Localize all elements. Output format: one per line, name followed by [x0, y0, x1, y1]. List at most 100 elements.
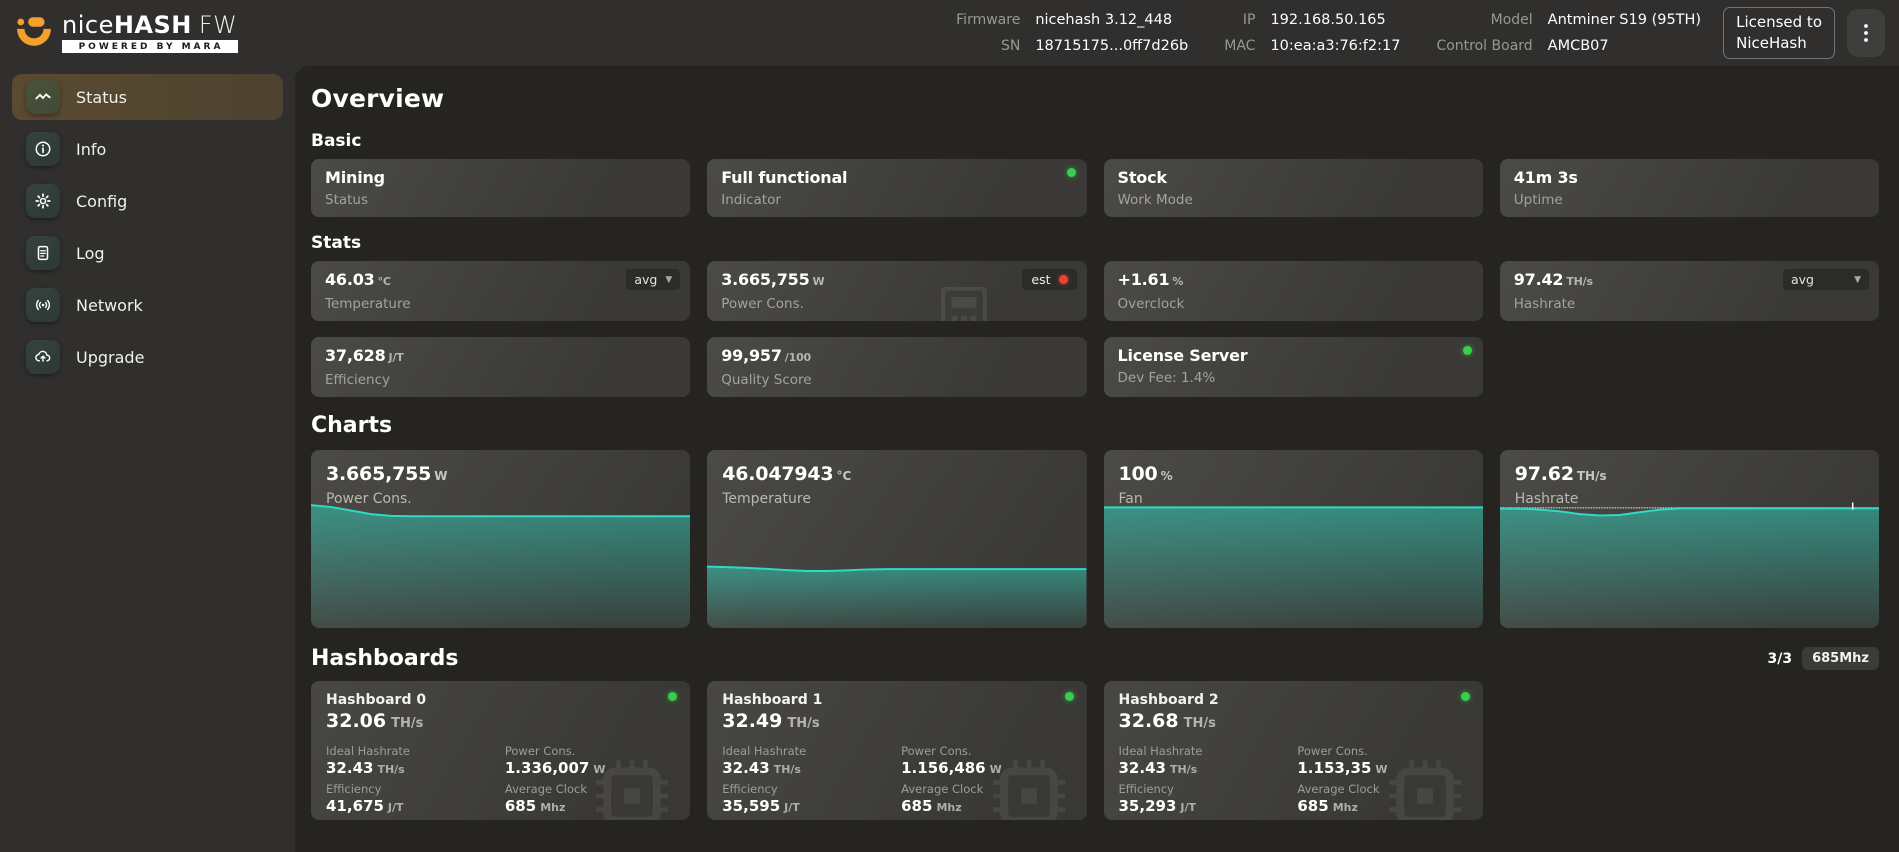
temperature-unit: °C [377, 275, 391, 288]
power-cons-unit: W [989, 763, 1002, 776]
licensed-to-line1: Licensed to [1736, 13, 1822, 31]
average-clock-value: 685 [504, 797, 537, 815]
fan-chart-card: 100% Fan [1103, 450, 1483, 628]
green-status-dot [668, 692, 678, 701]
efficiency-label: Efficiency [722, 782, 778, 796]
fan-chart [1103, 450, 1483, 628]
gear-icon [26, 184, 60, 218]
sn-label: SN [1000, 38, 1021, 54]
hashrate-card: avg ▼ 97.42 TH/s Hashrate [1499, 261, 1879, 321]
ideal-hashrate-unit: TH/s [377, 763, 405, 776]
chart-temp-label: Temperature [722, 491, 811, 507]
hashboard-1-card: Hashboard 1 32.49 TH/s Ideal Hashrate 32.… [707, 681, 1087, 820]
power-cons-value: 1.153,35 [1297, 759, 1372, 777]
quality-score-value: 99,957 [721, 346, 782, 365]
ideal-hashrate-value: 32.43 [722, 759, 770, 777]
efficiency-unit: J/T [387, 801, 404, 814]
efficiency-label: Efficiency [1118, 782, 1174, 796]
hashboards-header: Hashboards 3/3 685Mhz [311, 646, 1879, 671]
status-card: Mining Status [311, 159, 691, 217]
hashboard-title: Hashboard 2 [1118, 692, 1219, 708]
power-cons-chart-card: 3.665,755 W Power Cons. [311, 450, 691, 628]
hashboard-title: Hashboard 0 [326, 692, 427, 708]
efficiency-value: 35,595 [722, 797, 781, 815]
indicator-value: Full functional [721, 168, 848, 187]
average-clock-label: Average Clock [901, 782, 984, 796]
hashboard-hashrate-unit: TH/s [1183, 716, 1216, 731]
temperature-value: 46.03 [325, 270, 375, 289]
hashboard-hashrate: 32.06 [326, 710, 387, 732]
hashboard-hashrate-unit: TH/s [787, 716, 820, 731]
hashboard-hashrate: 32.49 [722, 710, 783, 732]
chevron-down-icon: ▼ [1854, 274, 1861, 285]
firmware-sn-group: Firmware nicehash 3.12_448 SN 18715175..… [956, 12, 1188, 54]
kebab-menu-button[interactable] [1847, 9, 1885, 57]
temperature-avg-dropdown[interactable]: avg ▼ [626, 269, 681, 290]
hashboard-title: Hashboard 1 [722, 692, 823, 708]
sidebar-item-upgrade[interactable]: Upgrade [12, 334, 283, 380]
chart-temp-value: 46.047943 [722, 463, 834, 485]
dev-fee-label: Dev Fee: 1.4% [1117, 370, 1216, 386]
chart-power-label: Power Cons. [326, 491, 412, 507]
hashboard-hashrate: 32.68 [1118, 710, 1179, 732]
sidebar-item-network[interactable]: Network [12, 282, 283, 328]
chart-temp-unit: °C [836, 469, 852, 483]
license-server-card: License Server Dev Fee: 1.4% [1103, 337, 1483, 397]
brand-fw: FW [198, 11, 238, 39]
red-status-dot [1058, 275, 1068, 284]
stats-row-1: avg ▼ 46.03 °C Temperature est 3.665,755 W… [311, 261, 1879, 321]
sidebar: Status Info Config Log Network [0, 66, 295, 852]
network-icon [26, 288, 60, 322]
ip-value: 192.168.50.165 [1270, 12, 1386, 28]
green-status-dot [1460, 692, 1470, 701]
model-label: Model [1490, 12, 1533, 28]
chip-icon [992, 760, 1065, 820]
control-board-label: Control Board [1436, 38, 1533, 54]
sidebar-item-label: Upgrade [76, 347, 145, 367]
firmware-label: Firmware [956, 12, 1021, 28]
sidebar-item-config[interactable]: Config [12, 178, 283, 224]
power-cons-value: 3.665,755 [721, 270, 810, 289]
hashrate-unit: TH/s [1566, 275, 1593, 288]
efficiency-value: 37,628 [325, 346, 386, 365]
ideal-hashrate-label: Ideal Hashrate [1118, 744, 1203, 758]
sidebar-item-label: Info [76, 139, 107, 159]
average-clock-value: 685 [901, 797, 933, 815]
efficiency-unit: J/T [1180, 801, 1197, 814]
efficiency-value: 41,675 [326, 797, 384, 815]
sidebar-item-status[interactable]: Status [12, 74, 283, 120]
hashrate-chart [1499, 450, 1879, 628]
hashrate-avg-dropdown[interactable]: avg ▼ [1783, 269, 1869, 290]
hashrate-chart-card: 97.62 TH/s Hashrate [1499, 450, 1879, 628]
chart-fan-label: Fan [1118, 491, 1143, 507]
hashrate-value: 97.42 [1513, 270, 1564, 289]
power-cons-card: est 3.665,755 W Power Cons. [707, 261, 1087, 321]
hashboard-2-card: Hashboard 2 32.68 TH/s Ideal Hashrate 32.… [1103, 681, 1483, 820]
hashrate-label: Hashrate [1513, 296, 1576, 312]
average-clock-value: 685 [1297, 797, 1329, 815]
ideal-hashrate-label: Ideal Hashrate [326, 744, 410, 758]
est-badge: est [1022, 269, 1077, 290]
power-cons-unit: W [1375, 763, 1388, 776]
sidebar-item-log[interactable]: Log [12, 230, 283, 276]
uptime-card: 41m 3s Uptime [1499, 159, 1879, 217]
ideal-hashrate-value: 32.43 [326, 759, 374, 777]
sn-value: 18715175...0ff7d26b [1035, 38, 1189, 54]
average-clock-unit: Mhz [540, 801, 566, 814]
brand-hash: HASH [113, 11, 192, 39]
hashboard-hashrate-unit: TH/s [391, 716, 424, 731]
green-status-dot [1066, 168, 1076, 177]
hashboards-heading: Hashboards [311, 646, 459, 671]
hashboards-row: Hashboard 0 32.06 TH/s Ideal Hashrate 32.… [311, 681, 1879, 820]
charts-row: 3.665,755 W Power Cons. 46.047943 °C Tempe… [311, 450, 1879, 628]
activity-icon [26, 80, 60, 114]
hashboards-count: 3/3 [1767, 650, 1793, 667]
sidebar-item-info[interactable]: Info [12, 126, 283, 172]
efficiency-card: 37,628 J/T Efficiency [311, 337, 691, 397]
power-cons-label: Power Cons. [1297, 744, 1368, 758]
temperature-chart [707, 450, 1087, 628]
frequency-badge: 685Mhz [1802, 647, 1879, 670]
work-mode-card: Stock Work Mode [1103, 159, 1483, 217]
overclock-unit: % [1172, 275, 1184, 288]
indicator-label: Indicator [721, 192, 781, 208]
